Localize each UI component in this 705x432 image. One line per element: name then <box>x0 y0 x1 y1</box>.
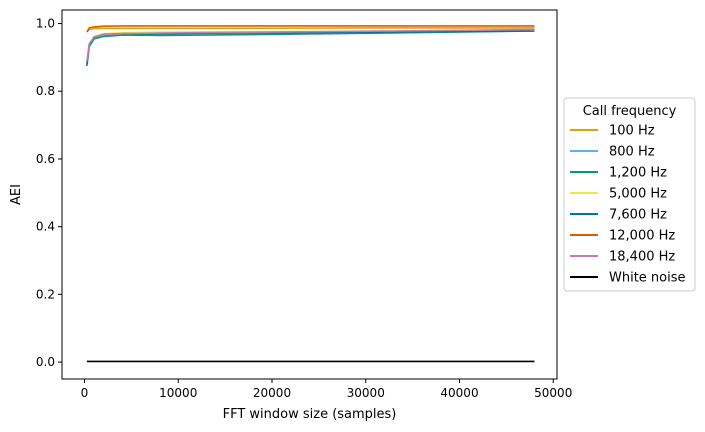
legend: Call frequency 100 Hz 800 Hz 1,200 Hz 5,000… <box>563 97 696 292</box>
y-tick-label: 0.0 <box>36 355 55 369</box>
x-tick-label: 40000 <box>440 386 478 400</box>
axes-frame <box>61 9 558 380</box>
x-axis-label: FFT window size (samples) <box>223 407 397 422</box>
x-tick-label: 0 <box>81 386 89 400</box>
y-tick-label: 0.4 <box>36 220 55 234</box>
y-tick-label: 0.8 <box>36 84 55 98</box>
y-axis-ticks: 0.0 0.2 0.4 0.6 0.8 1.0 <box>36 17 62 369</box>
legend-label: 800 Hz <box>609 145 655 160</box>
legend-label: 5,000 Hz <box>609 187 667 202</box>
y-tick-label: 1.0 <box>36 17 55 31</box>
legend-label: 100 Hz <box>609 124 655 139</box>
series-line-12-000-hz <box>86 25 535 33</box>
legend-label: 18,400 Hz <box>609 250 675 265</box>
legend-label: White noise <box>609 271 686 286</box>
legend-items: 100 Hz 800 Hz 1,200 Hz 5,000 Hz 7,600 Hz 12,0… <box>570 124 686 286</box>
legend-label: 1,200 Hz <box>609 166 667 181</box>
legend-label: 7,600 Hz <box>609 208 667 223</box>
series-line-18-400-hz <box>86 28 535 61</box>
series-line-7-600-hz <box>86 30 535 66</box>
x-tick-label: 10000 <box>159 386 197 400</box>
x-tick-label: 30000 <box>347 386 385 400</box>
y-tick-label: 0.2 <box>36 287 55 301</box>
series-line-1-200-hz <box>86 30 535 65</box>
series-line-100-hz <box>86 27 535 33</box>
legend-label: 12,000 Hz <box>609 229 675 244</box>
x-axis-ticks: 0 10000 20000 30000 40000 50000 <box>81 379 572 400</box>
x-tick-label: 50000 <box>534 386 572 400</box>
plot-lines <box>86 25 535 363</box>
legend-box <box>563 97 696 292</box>
y-tick-label: 0.6 <box>36 152 55 166</box>
y-axis-label: AEI <box>9 184 24 205</box>
x-tick-label: 20000 <box>253 386 291 400</box>
legend-title: Call frequency <box>583 104 677 119</box>
